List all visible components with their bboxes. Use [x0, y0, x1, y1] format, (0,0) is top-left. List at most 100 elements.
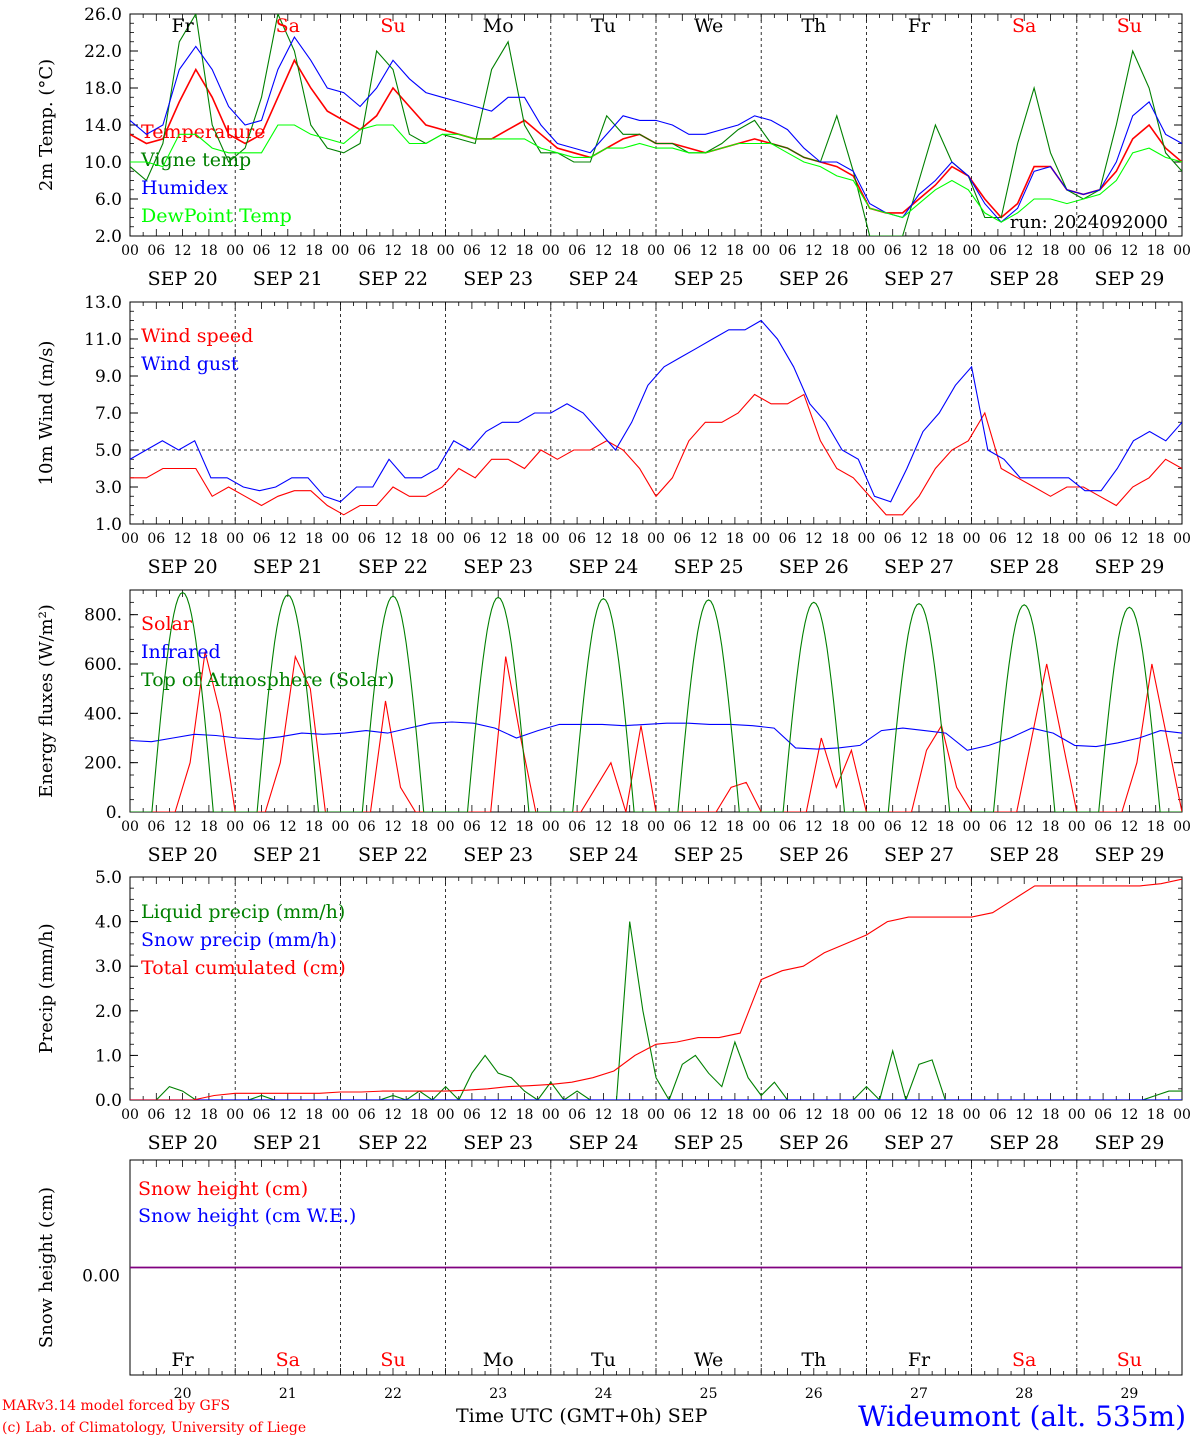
y-tick-label: 14.0 [84, 116, 122, 136]
hour-tick-label: 00 [331, 243, 349, 259]
hour-tick-label: 12 [910, 1107, 928, 1123]
legend-entry: Temperature [141, 121, 265, 143]
date-label: SEP 21 [253, 1132, 323, 1154]
y-tick-label: 0. [106, 803, 122, 823]
hour-tick-label: 06 [358, 531, 376, 547]
hour-tick-label: 12 [384, 1107, 402, 1123]
hour-tick-label: 12 [594, 531, 612, 547]
legend-entry: DewPoint Temp [141, 205, 292, 227]
y-tick-label: 1.0 [95, 515, 122, 535]
legend-entry: Humidex [141, 177, 228, 199]
hour-tick-label: 06 [884, 1107, 902, 1123]
station-label: Wideumont (alt. 535m) [858, 1400, 1186, 1433]
hour-tick-label: 18 [1042, 819, 1060, 835]
hour-tick-label: 06 [673, 819, 691, 835]
date-label: SEP 28 [989, 268, 1059, 290]
hour-tick-label: 18 [410, 1107, 428, 1123]
hour-tick-label: 12 [1015, 819, 1033, 835]
y-tick-label: 5.0 [95, 441, 122, 461]
hour-tick-label: 00 [752, 243, 770, 259]
hour-tick-label: 06 [147, 1107, 165, 1123]
hour-tick-label: 06 [989, 819, 1007, 835]
date-label: SEP 23 [463, 844, 533, 866]
hour-tick-label: 12 [1120, 531, 1138, 547]
date-label: SEP 23 [463, 268, 533, 290]
hour-tick-label: 00 [1068, 531, 1086, 547]
hour-tick-label: 00 [963, 1107, 981, 1123]
y-tick-label: 6.0 [95, 190, 122, 210]
day-number-label: 24 [594, 1386, 612, 1400]
hour-tick-label: 00 [963, 243, 981, 259]
y-tick-label: 400. [84, 704, 122, 724]
weekday-label: Fr [908, 15, 931, 37]
hour-tick-label: 12 [489, 243, 507, 259]
legend-entry: Infrared [141, 641, 221, 663]
date-label: SEP 26 [779, 1132, 849, 1154]
hour-tick-label: 06 [779, 1107, 797, 1123]
hour-tick-label: 00 [752, 1107, 770, 1123]
day-number-label: 27 [910, 1386, 928, 1400]
legend-entry: Snow height (cm W.E.) [138, 1205, 356, 1227]
hour-tick-label: 06 [358, 1107, 376, 1123]
series-line-wind-speed [130, 393, 1182, 516]
weekday-label: Su [380, 1349, 405, 1371]
weekday-label: Sa [1012, 1349, 1036, 1371]
date-label: SEP 26 [779, 844, 849, 866]
hour-tick-label: 06 [673, 531, 691, 547]
y-axis-label: 2m Temp. (°C) [36, 59, 57, 191]
hour-tick-label: 18 [516, 1107, 534, 1123]
hour-tick-label: 06 [253, 819, 271, 835]
hour-tick-label: 18 [726, 819, 744, 835]
hour-tick-label: 06 [358, 819, 376, 835]
date-label: SEP 22 [358, 268, 428, 290]
hour-tick-label: 00 [1173, 1107, 1191, 1123]
date-label: SEP 27 [884, 556, 954, 578]
y-tick-label: 3.0 [95, 957, 122, 977]
hour-tick-label: 00 [647, 531, 665, 547]
weekday-label: Tu [591, 15, 616, 37]
date-label: SEP 27 [884, 844, 954, 866]
hour-tick-label: 06 [147, 243, 165, 259]
hour-tick-label: 00 [121, 243, 139, 259]
date-label: SEP 21 [253, 556, 323, 578]
y-tick-label: 4.0 [95, 913, 122, 933]
hour-tick-label: 18 [1147, 1107, 1165, 1123]
legend-entry: Wind speed [141, 325, 253, 347]
hour-tick-label: 18 [726, 531, 744, 547]
hour-tick-label: 12 [174, 531, 192, 547]
hour-tick-label: 12 [489, 819, 507, 835]
hour-tick-label: 12 [910, 243, 928, 259]
hour-tick-label: 00 [647, 243, 665, 259]
y-axis-label: Snow height (cm) [36, 1187, 57, 1348]
hour-tick-label: 06 [147, 819, 165, 835]
date-label: SEP 22 [358, 844, 428, 866]
hour-tick-label: 06 [568, 243, 586, 259]
hour-tick-label: 18 [936, 819, 954, 835]
hour-tick-label: 00 [1173, 531, 1191, 547]
hour-tick-label: 00 [331, 531, 349, 547]
date-label: SEP 29 [1094, 268, 1164, 290]
hour-tick-label: 18 [936, 243, 954, 259]
hour-tick-label: 12 [1120, 1107, 1138, 1123]
hour-tick-label: 00 [857, 1107, 875, 1123]
date-label: SEP 27 [884, 1132, 954, 1154]
hour-tick-label: 18 [621, 819, 639, 835]
hour-tick-label: 12 [1120, 243, 1138, 259]
y-axis-label: Energy fluxes (W/m²) [36, 604, 57, 798]
hour-tick-label: 12 [1015, 243, 1033, 259]
date-label: SEP 21 [253, 844, 323, 866]
hour-tick-label: 18 [936, 531, 954, 547]
hour-tick-label: 06 [884, 819, 902, 835]
hour-tick-label: 00 [226, 1107, 244, 1123]
hour-tick-label: 00 [542, 531, 560, 547]
y-tick-label: 13.0 [84, 293, 122, 313]
date-label: SEP 29 [1094, 556, 1164, 578]
hour-tick-label: 06 [147, 531, 165, 547]
hour-tick-label: 00 [1173, 819, 1191, 835]
hour-tick-label: 18 [410, 243, 428, 259]
weekday-label: Sa [276, 1349, 300, 1371]
hour-tick-label: 12 [700, 1107, 718, 1123]
hour-tick-label: 12 [700, 243, 718, 259]
hour-tick-label: 18 [1147, 819, 1165, 835]
y-tick-label: 800. [84, 606, 122, 626]
